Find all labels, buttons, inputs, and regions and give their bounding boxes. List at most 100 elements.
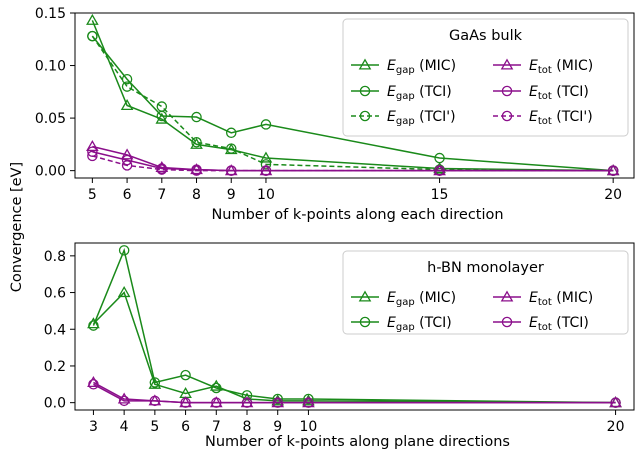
- series-line: [93, 383, 616, 404]
- series-line: [91, 35, 614, 172]
- legend-marker: [500, 58, 514, 70]
- data-point: [272, 397, 283, 408]
- data-point: [241, 397, 253, 408]
- legend-title: GaAs bulk: [449, 28, 523, 44]
- series-line: [92, 247, 616, 404]
- legend-marker: [358, 290, 372, 302]
- data-point: [191, 137, 202, 148]
- data-point: [120, 98, 134, 111]
- data-point: [303, 397, 314, 408]
- x-tick-label: 5: [150, 419, 159, 435]
- data-point: [260, 119, 272, 130]
- legend-marker: [359, 85, 371, 97]
- data-point: [87, 150, 98, 162]
- legend-entry-label: Etot (TCI): [529, 84, 589, 102]
- x-tick-label: 20: [607, 419, 625, 435]
- data-point: [225, 143, 237, 154]
- data-point: [259, 151, 273, 163]
- data-point: [190, 137, 203, 149]
- shared-y-axis-label: Convergence [eV]: [9, 162, 25, 292]
- data-point: [211, 397, 222, 408]
- legend-entry-label: Egap (MIC): [387, 290, 456, 308]
- data-point: [156, 101, 168, 112]
- x-tick-label: 9: [227, 187, 236, 203]
- legend: h-BN monolayer Egap (MIC) Egap (TCI) Etot (…: [342, 250, 629, 335]
- series-tot-tci': [87, 150, 619, 176]
- data-point: [610, 397, 621, 408]
- data-point: [87, 317, 100, 329]
- data-point: [86, 139, 99, 152]
- data-point: [260, 165, 272, 176]
- x-tick-label: 15: [431, 187, 449, 203]
- x-axis-label: Number of k-points along each direction: [211, 207, 503, 223]
- legend-box: [342, 250, 629, 335]
- y-tick-label: 0.4: [44, 322, 66, 338]
- legend-marker: [358, 58, 372, 70]
- data-point: [191, 165, 202, 176]
- data-point: [118, 245, 130, 256]
- data-point: [434, 152, 445, 164]
- data-point: [209, 379, 223, 391]
- x-tick-label: 6: [181, 419, 190, 435]
- data-point: [607, 165, 619, 176]
- legend-marker: [501, 316, 513, 328]
- x-tick-label: 8: [243, 419, 252, 435]
- series-line: [91, 35, 614, 172]
- data-point: [117, 392, 131, 404]
- x-tick-label: 5: [88, 187, 97, 203]
- series-tot-tci: [88, 379, 621, 408]
- legend-entry-label: Etot (TCI'): [529, 109, 593, 127]
- series-line: [92, 291, 616, 404]
- x-tick-label: 10: [300, 419, 318, 435]
- x-tick-label: 8: [192, 187, 201, 203]
- data-point: [155, 112, 169, 124]
- y-tick-label: 0.6: [44, 286, 66, 302]
- data-point: [302, 394, 315, 406]
- data-point: [120, 148, 134, 160]
- data-point: [272, 393, 283, 405]
- series-gap-tci: [88, 245, 621, 408]
- data-point: [156, 164, 168, 175]
- legend-entry-label: Etot (MIC): [529, 58, 593, 76]
- data-point: [118, 395, 130, 407]
- series-line: [92, 155, 614, 172]
- legend-marker: [501, 110, 513, 122]
- data-point: [180, 369, 191, 381]
- y-tick-label: 0.0: [44, 396, 66, 412]
- data-point: [86, 13, 99, 25]
- data-point: [149, 377, 161, 388]
- data-point: [271, 394, 285, 406]
- data-point: [117, 286, 131, 298]
- legend-marker: [359, 316, 371, 328]
- y-tick-label: 0.10: [35, 59, 66, 75]
- plot-frame: [74, 12, 635, 179]
- legend-marker: [359, 110, 371, 122]
- data-point: [211, 382, 222, 394]
- data-point: [260, 159, 272, 170]
- x-tick-label: 10: [257, 187, 275, 203]
- x-tick-label: 9: [273, 419, 282, 435]
- legend: GaAs bulk Egap (MIC) Egap (TCI) Egap (TCI')…: [342, 18, 629, 137]
- legend-entry-label: Etot (TCI): [529, 315, 589, 333]
- data-point: [180, 397, 191, 408]
- data-point: [88, 320, 99, 331]
- legend-entry-label: Egap (TCI): [387, 84, 452, 102]
- y-tick-label: 0.8: [44, 249, 66, 265]
- legend-entry-label: Etot (MIC): [529, 290, 593, 308]
- x-tick-label: 7: [157, 187, 166, 203]
- legend-marker: [501, 85, 513, 97]
- y-tick-label: 0.00: [35, 164, 66, 180]
- data-point: [87, 30, 98, 42]
- legend-box: [342, 18, 629, 137]
- plot-frame: [74, 242, 635, 411]
- y-tick-label: 0.2: [44, 359, 66, 375]
- series-line: [91, 20, 614, 172]
- data-point: [148, 377, 162, 389]
- data-point: [433, 162, 446, 174]
- gaas-bulk-panel: 5 6 7 8 9 10 15 20 0.00 0.05 0.10 0.15 Number of k-p…: [35, 6, 635, 223]
- data-point: [241, 390, 253, 401]
- data-point: [121, 81, 133, 92]
- hbn-monolayer-panel: 3 4 5 6 7 8 9 10 20 0.0 0.2 0.4 0.6 0.8 Number of k-po…: [44, 242, 635, 450]
- data-point: [149, 395, 161, 407]
